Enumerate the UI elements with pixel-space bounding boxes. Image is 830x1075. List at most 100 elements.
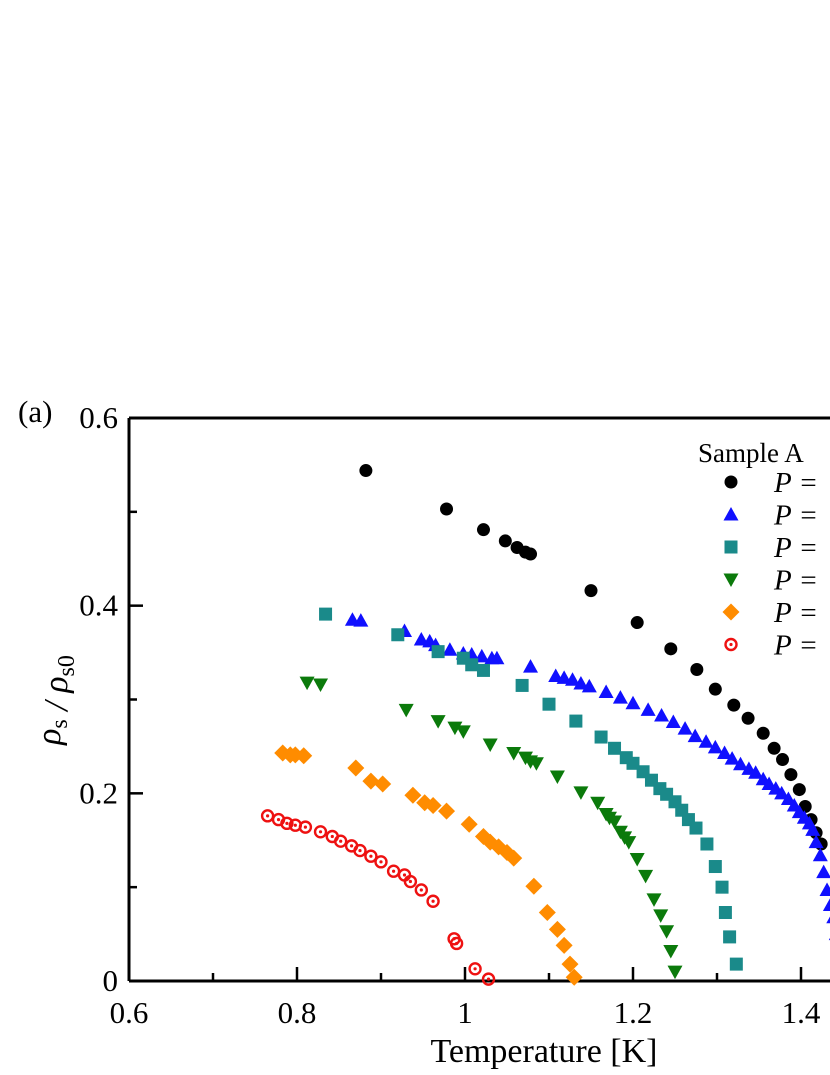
data-point <box>748 765 764 779</box>
data-point <box>364 849 378 863</box>
legend-label: P = <box>773 630 818 662</box>
data-point <box>481 972 496 986</box>
data-point <box>819 882 830 896</box>
y-axis-label: ρs / ρs0 <box>31 655 80 746</box>
data-point <box>700 837 714 851</box>
data-point <box>733 756 749 771</box>
x-tick-label: 0.8 <box>278 995 317 1030</box>
legend-marker <box>724 637 738 652</box>
data-point <box>612 690 628 704</box>
legend-label: P = <box>773 532 818 564</box>
data-point <box>598 684 614 698</box>
data-point <box>561 955 579 973</box>
data-point <box>460 815 478 833</box>
data-point <box>826 916 830 924</box>
data-point <box>784 768 798 782</box>
legend-label: P = <box>773 500 818 532</box>
data-point <box>698 734 714 748</box>
data-point <box>489 650 505 665</box>
data-point <box>440 502 454 516</box>
data-point <box>542 697 556 711</box>
data-point <box>664 642 678 656</box>
panel-label: (a) <box>18 394 52 429</box>
data-point <box>590 796 606 811</box>
data-point <box>515 678 529 692</box>
plot-marks <box>260 464 830 986</box>
data-point <box>640 702 656 716</box>
data-point <box>313 678 329 692</box>
y-tick-label: 0.6 <box>79 400 118 435</box>
legend-label: P = <box>773 467 818 499</box>
data-point <box>715 880 729 894</box>
data-point <box>667 965 683 980</box>
data-point <box>729 957 743 971</box>
data-point <box>677 721 693 735</box>
legend-item: P = <box>723 500 818 532</box>
data-point <box>805 822 821 836</box>
data-point <box>353 843 367 858</box>
data-point <box>687 728 703 743</box>
data-point <box>298 820 313 834</box>
data-point <box>347 759 365 777</box>
data-point <box>717 745 733 759</box>
data-point <box>629 853 645 867</box>
legend-item: P = <box>722 597 818 629</box>
data-point <box>607 815 623 829</box>
data-point <box>362 772 380 790</box>
data-point <box>447 721 463 736</box>
data-point <box>727 698 741 712</box>
data-point <box>708 682 722 696</box>
data-point <box>426 894 440 908</box>
data-point <box>723 930 737 944</box>
data-point <box>442 642 458 656</box>
axes: 0.6 0.8 1 1.2 1.4 0 0.2 0.4 0.6 <box>79 400 830 1030</box>
data-point <box>625 695 641 710</box>
data-point <box>646 893 662 907</box>
series-3 <box>319 607 743 971</box>
y-tick-label: 0.2 <box>79 775 118 810</box>
data-point <box>476 663 490 677</box>
y-tick-label: 0.4 <box>79 588 118 623</box>
legend-item: P = <box>723 565 818 597</box>
data-point <box>505 849 523 867</box>
legend-marker <box>723 573 739 587</box>
data-point <box>506 746 522 761</box>
data-point <box>556 670 572 684</box>
data-point <box>414 883 429 897</box>
data-point <box>398 703 414 718</box>
data-point <box>780 791 796 805</box>
data-point <box>741 711 755 725</box>
series-2 <box>344 612 830 941</box>
data-point <box>638 869 654 884</box>
series-4 <box>299 676 683 980</box>
data-point <box>391 628 405 642</box>
data-point <box>654 707 670 722</box>
data-point <box>430 715 446 729</box>
data-point <box>584 584 598 598</box>
data-point <box>333 834 348 848</box>
data-point <box>525 877 543 895</box>
data-point <box>594 730 608 744</box>
legend: Sample AP =P =P =P =P =P = <box>698 438 818 662</box>
legend-marker <box>723 507 739 521</box>
data-point <box>374 855 388 869</box>
data-point <box>565 672 581 686</box>
data-point <box>549 770 565 784</box>
data-point <box>776 753 790 767</box>
data-point <box>403 874 418 889</box>
data-point <box>548 920 566 938</box>
data-point <box>524 547 538 561</box>
data-point <box>724 751 740 765</box>
data-point <box>665 714 681 729</box>
x-axis-label: Temperature [K] <box>431 1033 658 1070</box>
data-point <box>792 783 806 797</box>
y-tick-label: 0 <box>103 963 119 998</box>
data-point <box>689 821 703 835</box>
data-point <box>565 968 583 986</box>
data-point <box>413 631 429 646</box>
data-point <box>438 802 456 820</box>
data-point <box>808 834 824 849</box>
data-point <box>621 836 637 850</box>
data-point <box>523 659 539 673</box>
data-point <box>359 464 373 478</box>
